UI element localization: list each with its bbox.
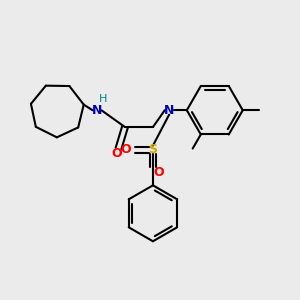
Text: O: O: [153, 166, 164, 179]
Text: O: O: [112, 147, 122, 160]
Text: O: O: [120, 143, 131, 157]
Text: N: N: [164, 104, 174, 117]
Text: H: H: [99, 94, 108, 104]
Text: N: N: [92, 104, 102, 117]
Text: S: S: [148, 143, 158, 157]
